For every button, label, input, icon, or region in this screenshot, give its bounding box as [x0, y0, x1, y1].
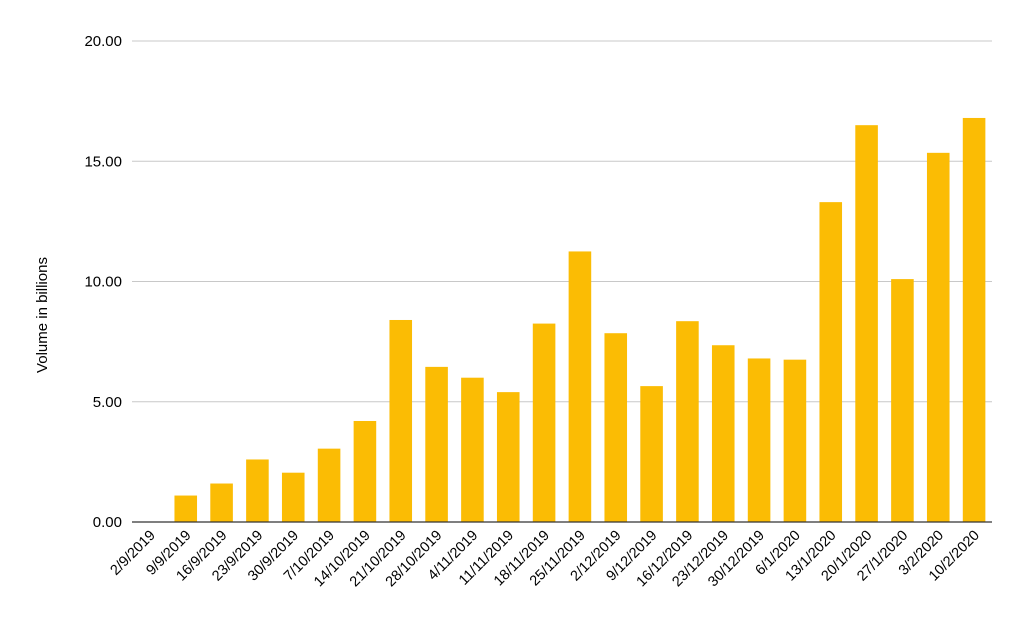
gridlines [132, 40, 992, 403]
x-axis-tick-labels: 2/9/20199/9/201916/9/201923/9/201930/9/2… [108, 528, 983, 591]
bar [747, 358, 771, 522]
bar [246, 459, 269, 522]
bar [640, 386, 663, 522]
bar [210, 483, 233, 522]
y-tick-label: 20.00 [84, 33, 122, 50]
bar [389, 319, 413, 522]
bar [174, 495, 198, 522]
bar [891, 279, 914, 522]
y-axis-title: Volume in billions [34, 257, 51, 373]
bar [496, 392, 520, 522]
bar [855, 125, 878, 523]
y-tick-label: 0.00 [93, 514, 122, 531]
bar [425, 366, 448, 522]
bar [532, 323, 556, 522]
bar [676, 321, 699, 522]
bars [174, 117, 986, 523]
bar [711, 345, 735, 522]
bar [317, 448, 341, 522]
y-tick-label: 10.00 [84, 274, 122, 291]
bar [819, 202, 843, 522]
bar [353, 420, 377, 522]
bar [281, 472, 305, 522]
y-tick-label: 15.00 [84, 153, 122, 170]
bar [783, 359, 807, 522]
bar [962, 117, 986, 523]
y-tick-label: 5.00 [93, 394, 122, 411]
bar [926, 152, 950, 522]
bar [461, 377, 484, 522]
bar [604, 333, 628, 522]
y-axis-tick-labels: 0.00 5.00 10.00 15.00 20.00 [84, 33, 122, 531]
bar [568, 251, 592, 522]
